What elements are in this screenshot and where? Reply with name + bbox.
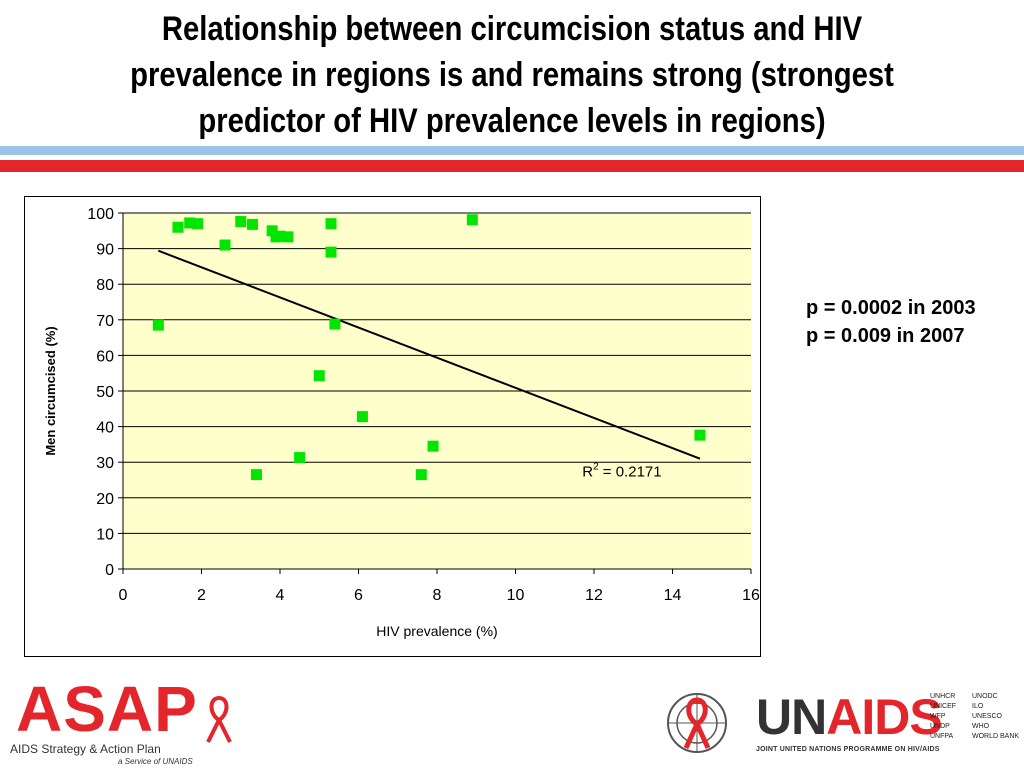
- slide-title: Relationship between circumcision status…: [130, 10, 894, 140]
- y-tick-label-50: 50: [96, 384, 114, 401]
- y-tick-label-80: 80: [96, 277, 114, 294]
- x-axis-label: HIV prevalence (%): [376, 623, 497, 639]
- header-band-blue: [0, 146, 1024, 155]
- header-band-red: [0, 160, 1024, 172]
- data-point-8: [266, 225, 278, 237]
- axes: [118, 212, 752, 574]
- data-point-7: [250, 469, 262, 481]
- unaids-agency-4: WFP: [930, 713, 946, 720]
- y-tick-label-60: 60: [96, 348, 114, 365]
- data-point-11: [282, 231, 294, 243]
- data-points: [152, 214, 706, 481]
- asap-logo: ASAP AIDS Strategy & Action Plan a Servi…: [8, 673, 238, 766]
- data-point-3: [192, 218, 204, 230]
- data-point-15: [325, 246, 337, 258]
- r-squared-exponent: 2: [593, 461, 599, 472]
- x-tick-label-2: 2: [197, 587, 206, 604]
- unaids-agency-5: UNESCO: [972, 713, 1002, 720]
- y-tick-label-100: 100: [87, 206, 114, 223]
- y-tick-labels: 0 10 20 30 40 50 60 70 80 90 100: [87, 206, 114, 579]
- data-point-21: [694, 429, 706, 441]
- un-emblem-icon: [667, 693, 727, 753]
- data-point-6: [247, 218, 259, 230]
- y-tick-label-30: 30: [96, 455, 114, 472]
- data-point-10: [274, 230, 286, 242]
- data-point-2: [184, 217, 196, 229]
- r-squared-value: = 0.2171: [599, 463, 662, 480]
- unaids-subtitle: JOINT UNITED NATIONS PROGRAMME ON HIV/AI…: [756, 746, 940, 753]
- p-value-2003: p = 0.0002 in 2003: [806, 297, 976, 319]
- p-value-notes: p = 0.0002 in 2003 p = 0.009 in 2007: [806, 294, 976, 350]
- unaids-aids: AIDS: [826, 689, 942, 745]
- asap-subtitle: AIDS Strategy & Action Plan: [10, 742, 161, 756]
- data-point-14: [325, 218, 337, 230]
- y-tick-label-90: 90: [96, 242, 114, 259]
- y-tick-label-40: 40: [96, 420, 114, 437]
- unaids-agency-6: UNDP: [930, 723, 950, 730]
- asap-wordmark: ASAP: [16, 673, 198, 745]
- unaids-un: UN: [756, 689, 827, 745]
- x-tick-label-4: 4: [276, 587, 285, 604]
- unaids-agency-2: UNICEF: [930, 703, 957, 710]
- trendline: [157, 249, 701, 460]
- data-point-5: [235, 216, 247, 228]
- unaids-agency-7: WHO: [972, 723, 990, 730]
- y-tick-label-10: 10: [96, 526, 114, 543]
- scatter-chart: 0 10 20 30 40 50 60 70 80 90 100 0 2 4 6 8 10 12 14 16 R2 …: [43, 206, 760, 639]
- unaids-agency-1: UNODC: [972, 693, 998, 700]
- unaids-agency-0: UNHCR: [930, 693, 956, 700]
- unaids-agency-9: WORLD BANK: [972, 733, 1020, 740]
- data-point-0: [152, 319, 164, 331]
- data-point-12: [294, 452, 306, 464]
- y-axis-label: Men circumcised (%): [43, 326, 58, 455]
- data-point-17: [356, 411, 368, 423]
- unaids-wordmark: UNAIDS: [756, 688, 943, 746]
- unaids-agency-8: UNFPA: [930, 733, 954, 740]
- x-tick-label-12: 12: [585, 587, 603, 604]
- data-point-1: [172, 221, 184, 233]
- data-point-20: [466, 214, 478, 226]
- x-tick-label-16: 16: [742, 587, 760, 604]
- r-squared-label: R2 = 0.2171: [582, 461, 661, 480]
- data-point-19: [427, 440, 439, 452]
- x-tick-label-10: 10: [507, 587, 525, 604]
- unaids-agency-3: ILO: [972, 703, 984, 710]
- data-point-18: [415, 469, 427, 481]
- red-ribbon-icon: [206, 696, 232, 743]
- x-tick-label-8: 8: [433, 587, 442, 604]
- unaids-logo: UNAIDS JOINT UNITED NATIONS PROGRAMME ON…: [660, 686, 1024, 766]
- y-tick-label-20: 20: [96, 491, 114, 508]
- asap-service-line: a Service of UNAIDS: [118, 757, 193, 766]
- y-tick-label-0: 0: [105, 562, 114, 579]
- x-tick-label-6: 6: [354, 587, 363, 604]
- x-tick-label-14: 14: [664, 587, 682, 604]
- y-tick-label-70: 70: [96, 313, 114, 330]
- x-tick-labels: 0 2 4 6 8 10 12 14 16: [119, 587, 760, 604]
- chart-frame: 0 10 20 30 40 50 60 70 80 90 100 0 2 4 6 8 10 12 14 16 R2 …: [24, 196, 761, 657]
- data-point-4: [219, 239, 231, 251]
- x-tick-label-0: 0: [119, 587, 128, 604]
- data-point-16: [329, 318, 341, 330]
- p-value-2007: p = 0.009 in 2007: [806, 325, 965, 347]
- r-squared-r: R: [582, 463, 593, 480]
- data-point-13: [313, 370, 325, 382]
- unaids-agency-list: UNHCR UNODC UNICEF ILO WFP UNESCO UNDP WHO UNFPA…: [930, 692, 1022, 742]
